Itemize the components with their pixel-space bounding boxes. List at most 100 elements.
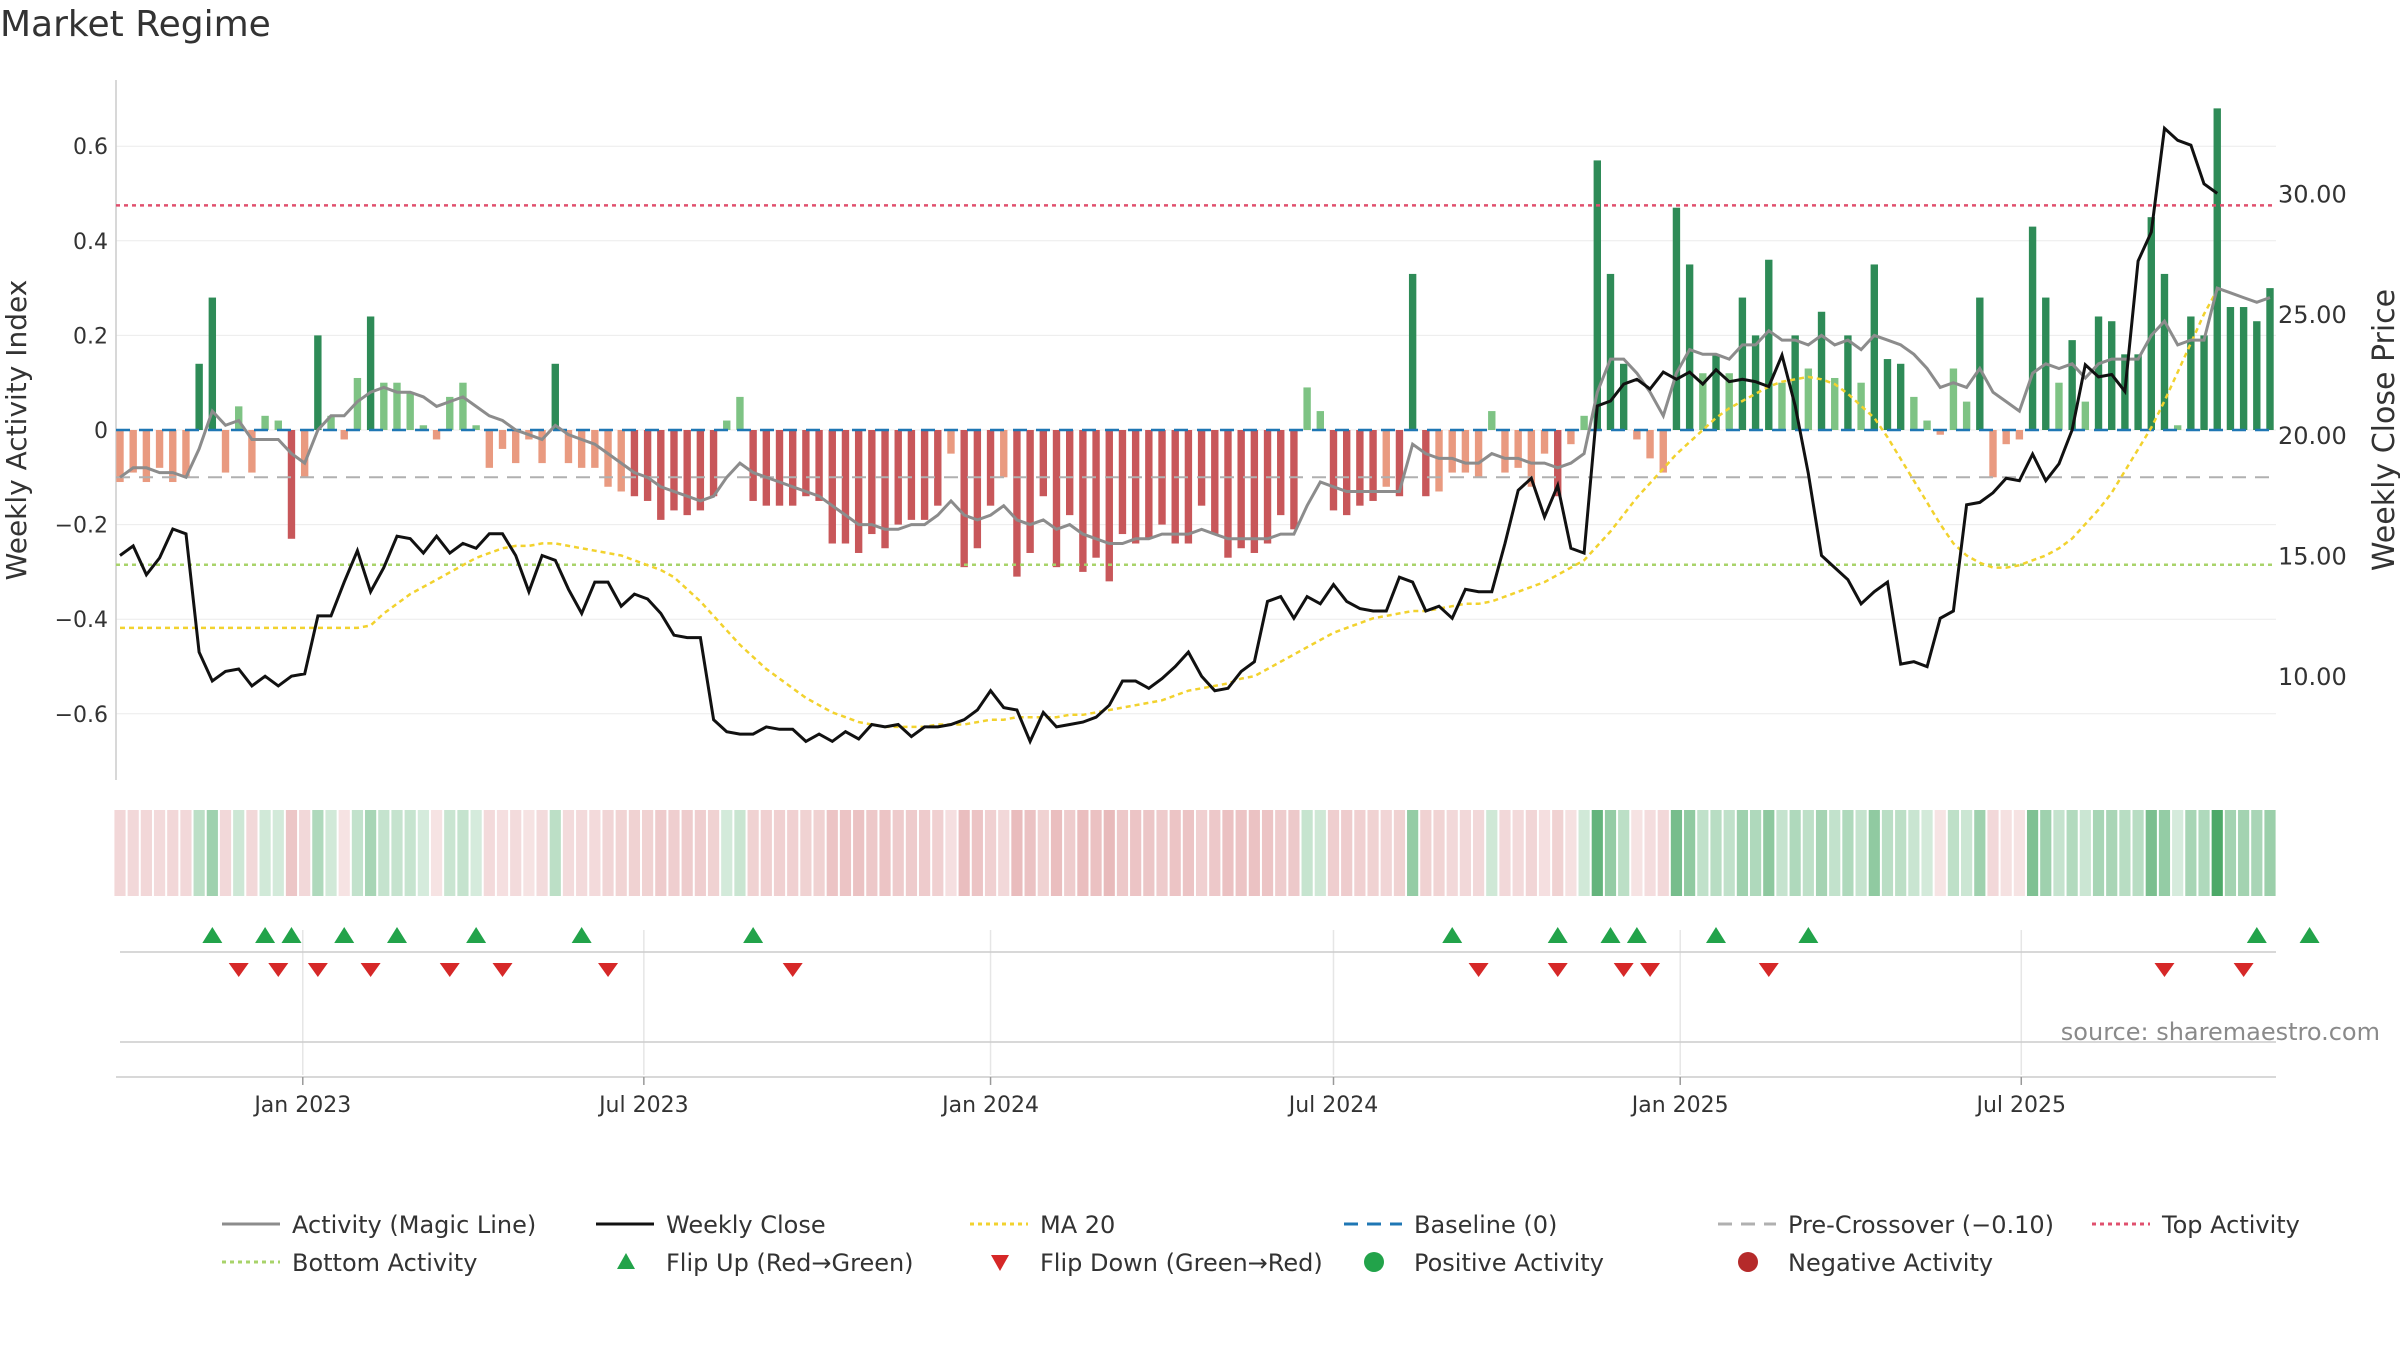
heat-strip-cell [1829,810,1841,896]
y-tick-left: 0.6 [73,135,108,160]
activity-bar [2002,430,2010,445]
heat-strip-cell [444,810,456,896]
heat-strip-cell [1314,810,1326,896]
activity-bar [1422,430,1430,497]
heat-strip-cell [1209,810,1221,896]
heat-strip-cell [246,810,258,896]
heat-strip-cell [219,810,232,896]
heat-strip-cell [404,810,416,896]
activity-bar [446,396,454,430]
activity-bar [208,297,217,430]
flip-down-marker [2233,963,2254,977]
activity-bar [1211,430,1219,535]
activity-bar [1224,430,1232,558]
y-tick-right: 15.00 [2278,543,2347,571]
heat-strip-cell [1618,810,1630,896]
x-tick-label: Jan 2025 [1630,1093,1729,1118]
activity-bar [1105,430,1113,582]
heat-strip-cell [1103,810,1115,896]
heat-strip-cell [1446,810,1458,896]
y-tick-left: 0 [94,419,108,444]
legend-label: Positive Activity [1414,1249,1604,1277]
activity-bar [380,382,388,430]
activity-bar [235,406,243,430]
activity-bar [2213,108,2221,430]
flip-down-marker [782,963,803,977]
heat-strip-cell [1895,810,1907,896]
heat-strip-cell [694,810,706,896]
heat-strip-cell [971,810,983,896]
activity-bar [366,316,375,430]
heat-strip-cell [1275,810,1287,896]
heat-strip-cell [1604,810,1617,896]
activity-bar [868,430,876,535]
flip-up-marker [2246,927,2267,943]
heat-strip-cell [549,810,561,896]
activity-bar [1066,430,1074,516]
activity-bar [1118,430,1127,535]
heat-strip-cell [1921,810,1933,896]
activity-bar [1699,373,1707,430]
x-tick-label: Jul 2023 [597,1093,689,1118]
activity-bar [736,396,744,430]
heat-strip-cell [299,810,311,896]
activity-bar [1395,430,1404,497]
heat-strip-cell [984,810,997,896]
heat-strip-cell [2198,810,2210,896]
heat-strip-cell [1538,810,1551,896]
heat-strip-cell [1723,810,1735,896]
x-tick-label: Jan 2023 [252,1093,351,1118]
activity-bar [2226,307,2235,430]
heat-strip-cell [707,810,720,896]
heat-strip-cell [378,810,390,896]
flip-up-marker [334,927,355,943]
legend-label: Negative Activity [1788,1249,1993,1277]
heat-strip-cell [826,810,838,896]
activity-bar [2028,226,2037,430]
heat-strip-cell [1301,810,1313,896]
heat-strip-cell [1565,810,1577,896]
heat-strip-cell [2026,810,2039,896]
activity-bar [498,430,507,449]
activity-bar [182,430,190,478]
heat-strip-cell [1934,810,1946,896]
flip-down-marker [2154,963,2175,977]
heat-strip-cell [879,810,891,896]
flip-up-marker [1600,927,1621,943]
activity-bar [1712,354,1720,430]
heat-strip-cell [1486,810,1498,896]
activity-bar [116,430,124,483]
activity-bar [1540,430,1549,454]
activity-bar [591,430,599,468]
legend-swatch [1364,1252,1384,1272]
activity-bar [1685,264,1694,430]
legend-label: Baseline (0) [1414,1211,1557,1239]
activity-bar [789,430,797,506]
heat-strip-cell [589,810,601,896]
heat-strip-cell [1591,810,1603,896]
heat-strip-cell [1987,810,1999,896]
activity-bar [2081,401,2090,430]
y-axis-label-right: Weekly Close Price [2367,289,2400,571]
heat-strip-cell [2013,810,2025,896]
activity-bar [129,430,137,473]
heat-strip-cell [1552,810,1564,896]
activity-bar [300,430,309,478]
flip-down-marker [307,963,328,977]
y-tick-left: −0.4 [55,608,108,633]
heat-strip-cell [1644,810,1656,896]
heat-strip-cell [1631,810,1643,896]
activity-bar [1765,259,1773,430]
heat-strip-cell [2224,810,2237,896]
heat-strip-cell [932,810,944,896]
heat-strip-cell [206,810,218,896]
heat-strip-cell [1393,810,1406,896]
heat-strip-cell [391,810,403,896]
heat-strip-cell [1499,810,1511,896]
flip-up-marker [1547,927,1568,943]
activity-bar [841,430,850,544]
heat-strip-cell [866,810,878,896]
heat-strip-cell [2079,810,2091,896]
heat-strip-cell [510,810,522,896]
heat-strip-cell [1380,810,1392,896]
